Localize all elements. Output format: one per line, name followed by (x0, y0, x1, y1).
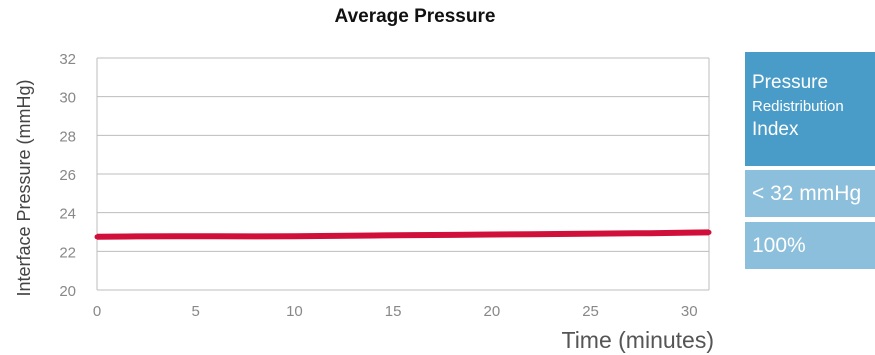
y-axis-label: Interface Pressure (mmHg) (14, 79, 34, 296)
data-point (331, 233, 337, 239)
y-tick-label: 32 (59, 51, 76, 68)
data-point (173, 233, 179, 239)
data-point (133, 233, 139, 239)
x-tick-label: 10 (286, 303, 303, 320)
x-axis-label: Time (minutes) (562, 327, 715, 353)
x-tick-label: 5 (192, 303, 200, 320)
index-threshold: < 32 mmHg (745, 170, 875, 217)
data-point (449, 232, 455, 238)
index-heading-line2: Redistribution (752, 98, 844, 115)
data-point (212, 233, 218, 239)
y-tick-label: 22 (59, 244, 76, 261)
index-heading-line3: Index (752, 119, 799, 140)
x-tick-labels: 0 5 10 15 20 25 30 (93, 303, 698, 320)
index-heading-line1: Pressure (752, 72, 829, 93)
y-tick-labels: 20 22 24 26 28 30 32 (59, 51, 76, 300)
data-point (291, 233, 297, 239)
x-tick-label: 0 (93, 303, 101, 320)
y-tick-label: 26 (59, 167, 76, 184)
data-point (252, 233, 258, 239)
grid-lines (96, 57, 710, 291)
x-tick-label: 20 (483, 303, 500, 320)
data-series (94, 229, 712, 240)
y-tick-label: 20 (59, 283, 76, 300)
pressure-series-line (96, 229, 710, 240)
data-point (489, 232, 495, 238)
data-point (686, 230, 692, 236)
chart-title: Average Pressure (334, 6, 496, 27)
x-tick-label: 25 (582, 303, 599, 320)
data-point (410, 232, 416, 238)
pressure-redistribution-index-heading: Pressure Redistribution Index (745, 52, 875, 166)
data-point (568, 231, 574, 237)
y-tick-label: 30 (59, 90, 76, 107)
data-point (647, 230, 653, 236)
data-point (607, 231, 613, 237)
data-point (528, 231, 534, 237)
data-point (94, 234, 100, 240)
data-point (370, 232, 376, 238)
index-percent: 100% (745, 222, 875, 269)
x-tick-label: 15 (385, 303, 402, 320)
y-tick-label: 24 (59, 206, 76, 223)
x-tick-label: 30 (681, 303, 698, 320)
y-tick-label: 28 (59, 128, 76, 145)
data-point (706, 229, 712, 235)
